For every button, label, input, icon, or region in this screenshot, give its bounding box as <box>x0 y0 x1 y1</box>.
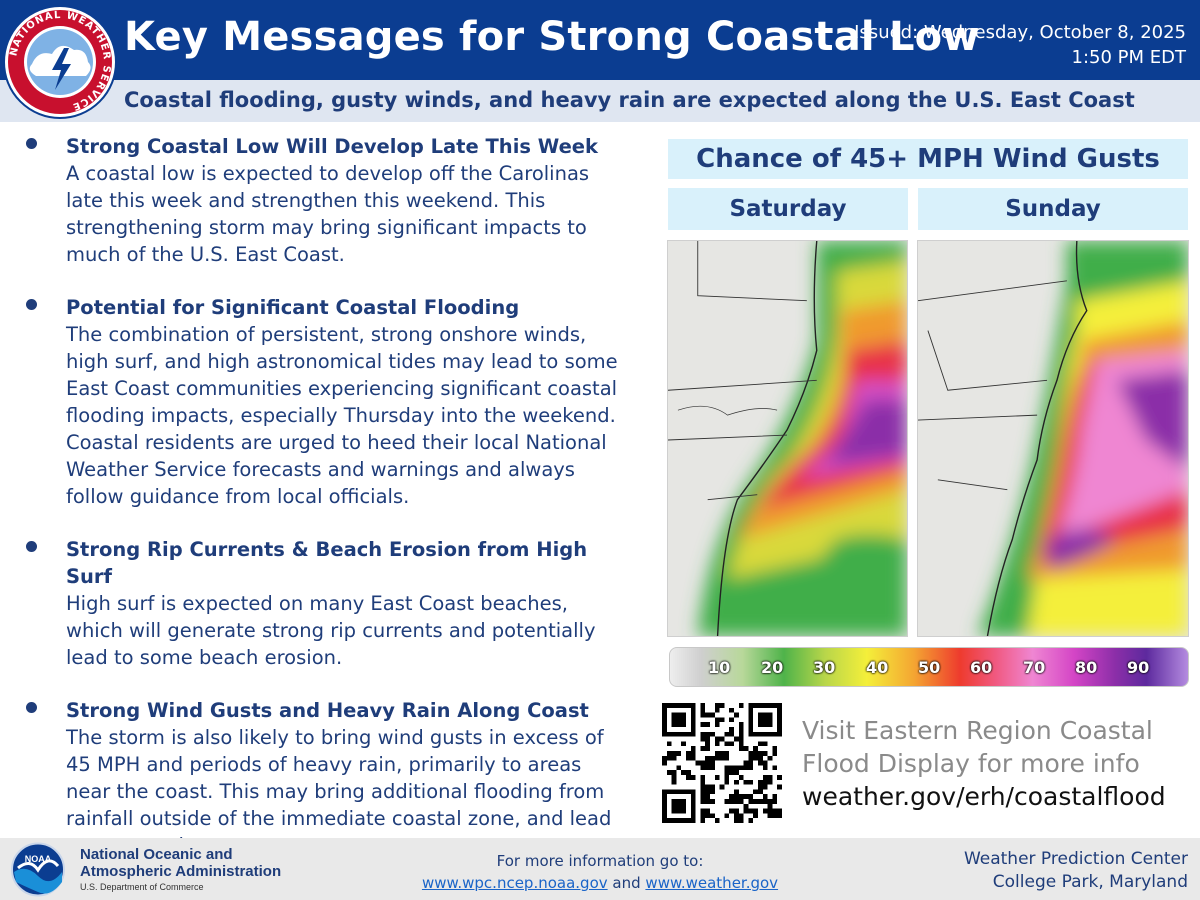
colorbar-tick: 20 <box>761 658 784 677</box>
colorbar-tick: 80 <box>1075 658 1098 677</box>
bullet-icon <box>26 299 37 310</box>
noaa-name-line2: Atmospheric Administration <box>80 863 282 880</box>
colorbar-tick: 70 <box>1023 658 1046 677</box>
message-heading: Strong Coastal Low Will Develop Late Thi… <box>66 135 599 158</box>
colorbar-tick: 30 <box>813 658 836 677</box>
wind-gust-colorbar: 10 20 30 40 50 60 70 80 90 <box>669 647 1189 687</box>
page-title: Key Messages for Strong Coastal Low <box>124 14 980 60</box>
message-heading: Strong Rip Currents & Beach Erosion from… <box>66 538 588 588</box>
header-bar <box>0 0 1200 80</box>
bullet-icon <box>26 702 37 713</box>
colorbar-tick: 60 <box>970 658 993 677</box>
subtitle: Coastal flooding, gusty winds, and heavy… <box>124 88 1135 112</box>
message-body: High surf is expected on many East Coast… <box>66 592 596 669</box>
issued-timestamp: Issued: Wednesday, October 8, 2025 1:50 … <box>854 20 1186 70</box>
key-message-item: Strong Coastal Low Will Develop Late Thi… <box>26 133 626 268</box>
qr-code[interactable] <box>662 703 782 823</box>
saturday-map-graphic <box>668 241 907 636</box>
bullet-icon <box>26 138 37 149</box>
more-info-block: For more information go to: www.wpc.ncep… <box>380 850 820 894</box>
footer <box>0 838 1200 900</box>
key-message-item: Potential for Significant Coastal Floodi… <box>26 294 626 510</box>
subtitle-bar <box>0 80 1200 122</box>
sunday-wind-gust-map <box>917 240 1189 637</box>
wind-gust-panel-title: Chance of 45+ MPH Wind Gusts <box>668 139 1188 179</box>
noaa-name: National Oceanic and Atmospheric Adminis… <box>80 846 281 880</box>
message-body: A coastal low is expected to develop off… <box>66 162 590 266</box>
saturday-wind-gust-map <box>667 240 908 637</box>
sunday-label: Sunday <box>918 188 1188 230</box>
nws-logo: NATIONAL WEATHER SERVICE <box>3 5 117 119</box>
issued-time: 1:50 PM EDT <box>1071 47 1186 68</box>
sunday-map-graphic <box>918 241 1188 636</box>
and-text: and <box>612 874 641 892</box>
wpc-location: College Park, Maryland <box>992 872 1188 892</box>
key-message-item: Strong Rip Currents & Beach Erosion from… <box>26 536 626 671</box>
message-body: The combination of persistent, strong on… <box>66 323 618 508</box>
bullet-icon <box>26 541 37 552</box>
colorbar-tick: 50 <box>918 658 941 677</box>
weather-gov-link[interactable]: www.weather.gov <box>645 874 779 892</box>
colorbar-tick: 40 <box>866 658 889 677</box>
key-messages-list: Strong Coastal Low Will Develop Late Thi… <box>26 133 626 885</box>
issued-date: Issued: Wednesday, October 8, 2025 <box>854 22 1186 43</box>
wpc-name: Weather Prediction Center <box>963 849 1188 869</box>
colorbar-tick: 90 <box>1127 658 1150 677</box>
message-heading: Potential for Significant Coastal Floodi… <box>66 296 520 319</box>
wpc-credit: Weather Prediction Center College Park, … <box>964 848 1188 894</box>
wpc-link[interactable]: www.wpc.ncep.noaa.gov <box>421 874 608 892</box>
key-message-item: Strong Wind Gusts and Heavy Rain Along C… <box>26 697 626 859</box>
saturday-label: Saturday <box>668 188 908 230</box>
more-info-label: For more information go to: <box>496 852 704 870</box>
svg-text:NOAA: NOAA <box>25 854 52 864</box>
more-info-links: www.wpc.ncep.noaa.gov and www.weather.go… <box>380 872 820 894</box>
noaa-department: U.S. Department of Commerce <box>80 882 204 892</box>
visit-info-text: Visit Eastern Region Coastal Flood Displ… <box>802 716 1153 778</box>
message-heading: Strong Wind Gusts and Heavy Rain Along C… <box>66 699 589 722</box>
colorbar-tick: 10 <box>708 658 731 677</box>
noaa-logo: NOAA <box>11 842 65 897</box>
noaa-name-line1: National Oceanic and <box>80 846 233 863</box>
coastal-flood-link[interactable]: weather.gov/erh/coastalflood <box>802 782 1166 811</box>
